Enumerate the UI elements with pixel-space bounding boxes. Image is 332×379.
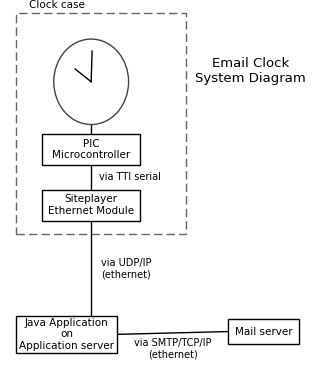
Text: via SMTP/TCP/IP
(ethernet): via SMTP/TCP/IP (ethernet) — [134, 338, 211, 360]
Bar — [16, 316, 117, 353]
Bar — [42, 190, 140, 221]
Text: Siteplayer
Ethernet Module: Siteplayer Ethernet Module — [48, 194, 134, 216]
Bar — [42, 134, 140, 165]
Text: Clock case: Clock case — [29, 0, 85, 10]
Text: Email Clock
System Diagram: Email Clock System Diagram — [195, 56, 306, 85]
Bar — [16, 13, 186, 234]
Bar — [228, 319, 299, 344]
Text: Mail server: Mail server — [235, 327, 292, 337]
Text: via UDP/IP
(ethernet): via UDP/IP (ethernet) — [101, 258, 151, 279]
Circle shape — [54, 39, 128, 125]
Text: via TTI serial: via TTI serial — [99, 172, 161, 182]
Text: Java Application
on
Application server: Java Application on Application server — [19, 318, 114, 351]
Text: PIC
Microcontroller: PIC Microcontroller — [52, 139, 130, 160]
